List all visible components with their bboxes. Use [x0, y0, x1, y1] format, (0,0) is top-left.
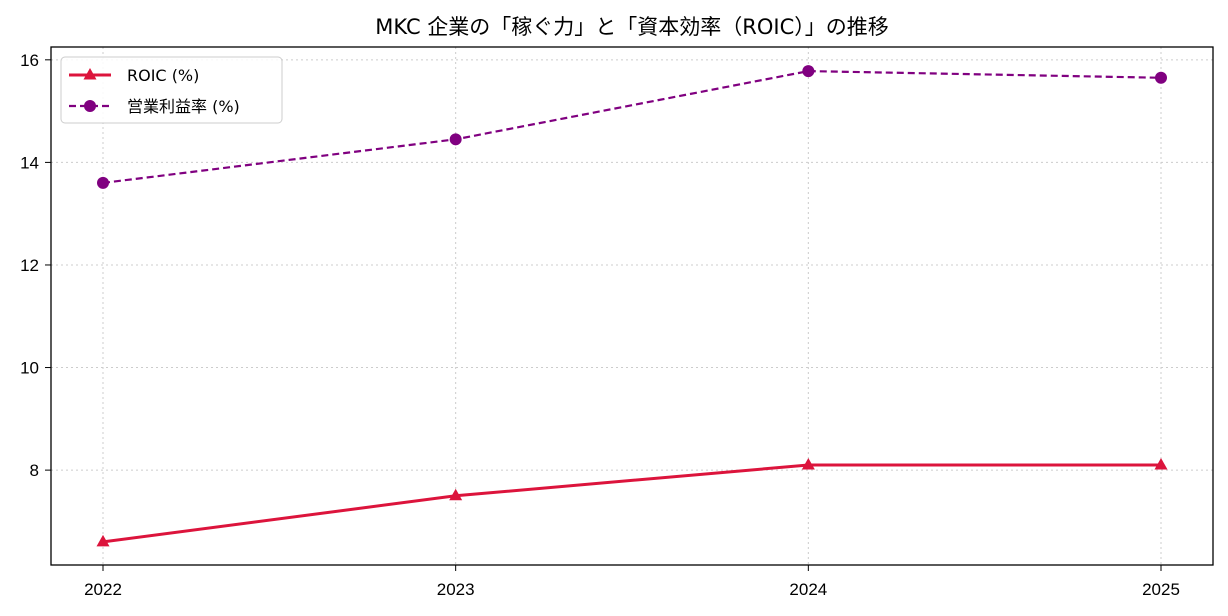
- data-point-circle: [97, 176, 109, 189]
- data-point-circle: [1155, 71, 1167, 84]
- x-tick-label: 2025: [1142, 580, 1180, 599]
- grid: [51, 47, 1213, 565]
- legend-entry: ROIC (%): [69, 66, 199, 85]
- legend-box: [60, 56, 283, 124]
- data-point-triangle: [83, 68, 97, 80]
- series-0: [96, 457, 1168, 547]
- x-tick-label: 2022: [84, 580, 122, 599]
- legend-label: ROIC (%): [127, 66, 199, 85]
- data-point-triangle: [449, 488, 463, 501]
- y-tick-label: 8: [30, 461, 39, 480]
- series-line: [102, 463, 1161, 544]
- data-point-triangle: [801, 457, 815, 470]
- legend-label: 営業利益率 (%): [127, 97, 240, 116]
- y-tick-label: 12: [20, 256, 39, 275]
- data-point-circle: [802, 65, 815, 78]
- y-tick-label: 14: [20, 153, 39, 172]
- y-tick-label: 16: [20, 51, 39, 70]
- plot-frame: [50, 46, 1214, 566]
- data-point-circle: [84, 100, 96, 112]
- data-point-circle: [449, 133, 462, 146]
- series-1: [97, 65, 1167, 189]
- y-tick-label: 10: [20, 359, 39, 378]
- series-layer: [96, 65, 1168, 547]
- x-tick-label: 2023: [437, 580, 475, 599]
- series-line: [102, 70, 1162, 185]
- data-point-triangle: [1154, 457, 1168, 470]
- legend: ROIC (%) 営業利益率 (%): [60, 56, 283, 124]
- x-axis: 2022 2023 2024 2025: [84, 565, 1180, 599]
- legend-entry: 営業利益率 (%): [69, 97, 240, 116]
- chart-title: MKC 企業の「稼ぐ力」と「資本効率（ROIC）」の推移: [375, 15, 889, 39]
- data-point-triangle: [96, 534, 110, 547]
- x-tick-label: 2024: [789, 580, 827, 599]
- y-axis: 8 10 12 14 16: [20, 51, 51, 480]
